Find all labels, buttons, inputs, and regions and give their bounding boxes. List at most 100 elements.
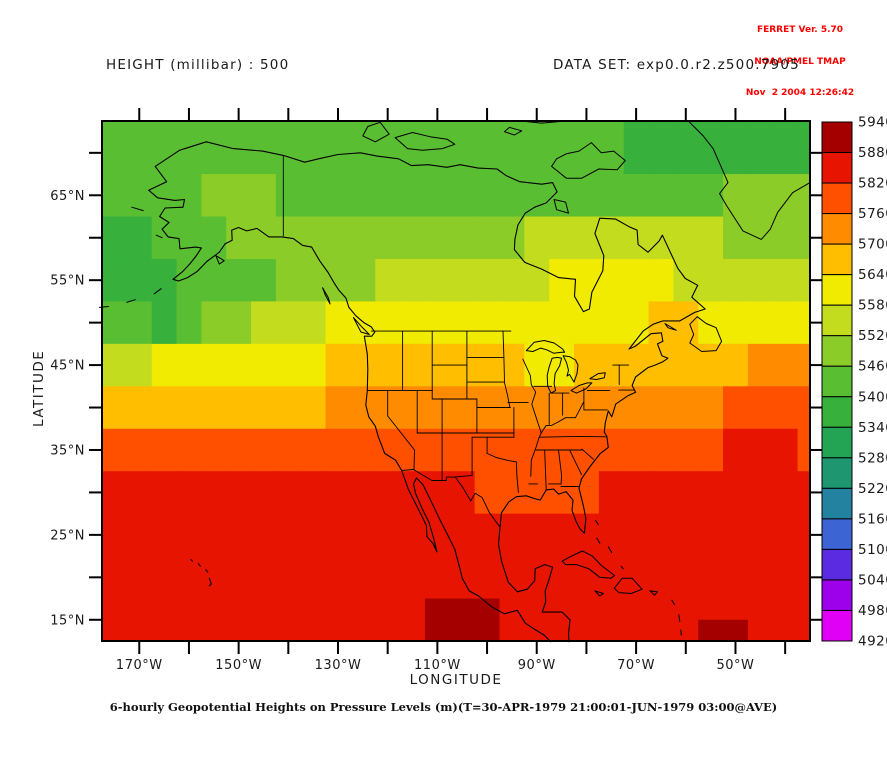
island-outlines-path: [664, 323, 677, 331]
map-cell: [499, 556, 525, 600]
map-cell: [723, 121, 749, 175]
map-cell: [698, 556, 724, 600]
map-cell: [747, 174, 774, 218]
island-outlines: [99, 120, 811, 636]
map-cell: [325, 386, 351, 430]
y-tick-label: 55°N: [50, 274, 85, 289]
map-cell: [772, 216, 799, 260]
map-cell: [673, 513, 699, 557]
map-cell: [673, 471, 699, 515]
map-cell: [499, 619, 525, 642]
map-cell: [102, 121, 128, 175]
map-cell: [226, 216, 252, 260]
map-cell: [226, 556, 252, 600]
map-cell: [325, 343, 351, 387]
map-cell: [126, 343, 153, 387]
map-cell: [226, 174, 252, 218]
map-cell: [549, 258, 575, 302]
map-cell: [499, 121, 525, 175]
map-cell: [251, 556, 277, 600]
map-cell: [176, 301, 202, 345]
map-cell: [474, 216, 500, 260]
map-cell: [102, 216, 128, 260]
map-cell: [449, 471, 476, 515]
ferret-date-line: Nov 2 2004 12:26:42: [745, 88, 855, 98]
map-cell: [201, 598, 227, 621]
map-cell: [747, 343, 774, 387]
heatmap-cells: [102, 121, 811, 642]
map-cell: [623, 386, 650, 430]
map-cell: [251, 343, 277, 387]
map-cell: [549, 121, 575, 175]
map-cell: [151, 556, 178, 600]
map-cell: [201, 428, 227, 472]
island-outlines-path: [322, 287, 331, 305]
map-cell: [474, 258, 500, 302]
island-outlines-path: [197, 563, 201, 567]
map-cell: [325, 619, 351, 642]
map-cell: [400, 258, 426, 302]
y-tick-label: 35°N: [50, 443, 85, 458]
colorbar-cell: [821, 548, 853, 581]
map-cell: [226, 258, 252, 302]
map-cell: [598, 428, 625, 472]
map-cell: [350, 386, 376, 430]
map-cell: [300, 513, 327, 557]
map-cell: [698, 386, 724, 430]
map-cell: [673, 121, 699, 175]
map-cell: [424, 513, 451, 557]
map-cell: [375, 258, 401, 302]
map-cell: [176, 598, 202, 621]
map-cell: [747, 121, 774, 175]
map-cell: [772, 174, 799, 218]
map-cell: [300, 386, 327, 430]
map-cell: [102, 174, 128, 218]
map-cell: [673, 216, 699, 260]
ferret-version-stamp: FERRET Ver. 5.70 NOAA/PMEL TMAP Nov 2 20…: [715, 4, 885, 120]
map-cell: [747, 598, 774, 621]
island-outlines-path: [613, 577, 643, 594]
map-cell: [698, 343, 724, 387]
map-cell: [598, 301, 625, 345]
map-cell: [623, 121, 650, 175]
state-borders-path: [581, 448, 594, 460]
colorbar-label: 5100: [858, 542, 887, 558]
colorbar-cell: [821, 152, 853, 184]
map-cell: [151, 343, 178, 387]
y-tick-label: 65°N: [50, 189, 85, 204]
map-cell: [126, 121, 153, 175]
map-cell: [648, 343, 674, 387]
map-cell: [772, 471, 799, 515]
map-cell: [350, 428, 376, 472]
colorbar-cell: [821, 243, 853, 276]
great-lakes-outline-path: [525, 340, 566, 354]
map-cell: [797, 471, 811, 515]
map-cell: [424, 216, 451, 260]
island-outlines-path: [671, 599, 675, 605]
map-cell: [598, 386, 625, 430]
map-cell: [102, 301, 128, 345]
colorbar-label: 5640: [858, 267, 887, 283]
x-tick-label: 150°W: [215, 658, 262, 673]
map-cell: [275, 343, 302, 387]
map-cell: [201, 619, 227, 642]
map-cell: [772, 301, 799, 345]
map-cell: [698, 471, 724, 515]
map-cell: [673, 386, 699, 430]
map-cell: [772, 513, 799, 557]
map-cell: [201, 121, 227, 175]
map-cell: [723, 258, 749, 302]
map-cell: [524, 343, 550, 387]
map-cell: [251, 216, 277, 260]
map-cell: [176, 343, 202, 387]
map-cell: [400, 386, 426, 430]
map-cell: [698, 301, 724, 345]
map-cell: [300, 216, 327, 260]
colorbar-label: 5760: [858, 206, 887, 222]
great-lakes-outline-path: [589, 372, 606, 380]
map-cell: [623, 258, 650, 302]
map-cell: [797, 513, 811, 557]
ferret-org-line: NOAA/PMEL TMAP: [754, 56, 846, 67]
island-outlines-path: [352, 317, 370, 335]
map-cell: [524, 258, 550, 302]
